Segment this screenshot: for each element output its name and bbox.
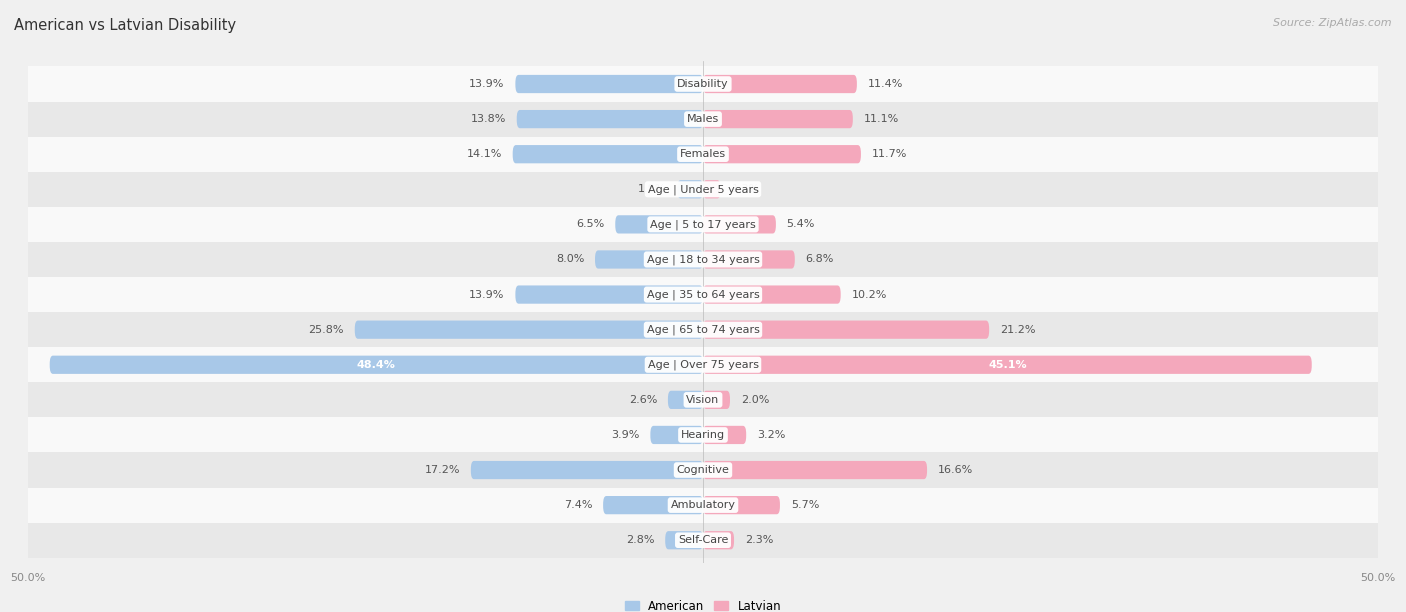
Text: 1.9%: 1.9% bbox=[638, 184, 666, 194]
FancyBboxPatch shape bbox=[516, 285, 703, 304]
FancyBboxPatch shape bbox=[616, 215, 703, 234]
Bar bbox=[28, 207, 1378, 242]
Text: Disability: Disability bbox=[678, 79, 728, 89]
Text: 11.4%: 11.4% bbox=[868, 79, 903, 89]
Text: 13.8%: 13.8% bbox=[471, 114, 506, 124]
FancyBboxPatch shape bbox=[703, 426, 747, 444]
Text: 2.6%: 2.6% bbox=[628, 395, 657, 405]
Text: 13.9%: 13.9% bbox=[470, 79, 505, 89]
Text: 6.5%: 6.5% bbox=[576, 219, 605, 230]
Text: 6.8%: 6.8% bbox=[806, 255, 834, 264]
Text: American vs Latvian Disability: American vs Latvian Disability bbox=[14, 18, 236, 34]
FancyBboxPatch shape bbox=[703, 390, 730, 409]
FancyBboxPatch shape bbox=[703, 285, 841, 304]
Text: 7.4%: 7.4% bbox=[564, 500, 592, 510]
Text: 5.7%: 5.7% bbox=[790, 500, 820, 510]
Bar bbox=[28, 242, 1378, 277]
FancyBboxPatch shape bbox=[471, 461, 703, 479]
Text: 3.2%: 3.2% bbox=[756, 430, 786, 440]
Bar bbox=[28, 277, 1378, 312]
Text: Cognitive: Cognitive bbox=[676, 465, 730, 475]
Text: 8.0%: 8.0% bbox=[555, 255, 585, 264]
Text: 11.7%: 11.7% bbox=[872, 149, 907, 159]
FancyBboxPatch shape bbox=[665, 531, 703, 550]
Bar bbox=[28, 523, 1378, 558]
Bar bbox=[28, 452, 1378, 488]
FancyBboxPatch shape bbox=[354, 321, 703, 339]
Text: Vision: Vision bbox=[686, 395, 720, 405]
Bar bbox=[28, 102, 1378, 136]
FancyBboxPatch shape bbox=[703, 461, 927, 479]
Text: 13.9%: 13.9% bbox=[470, 289, 505, 299]
Bar bbox=[28, 417, 1378, 452]
Text: 45.1%: 45.1% bbox=[988, 360, 1026, 370]
FancyBboxPatch shape bbox=[703, 215, 776, 234]
Text: Age | Under 5 years: Age | Under 5 years bbox=[648, 184, 758, 195]
FancyBboxPatch shape bbox=[513, 145, 703, 163]
FancyBboxPatch shape bbox=[668, 390, 703, 409]
Text: 2.0%: 2.0% bbox=[741, 395, 769, 405]
FancyBboxPatch shape bbox=[595, 250, 703, 269]
Text: 17.2%: 17.2% bbox=[425, 465, 460, 475]
FancyBboxPatch shape bbox=[703, 180, 720, 198]
Text: 48.4%: 48.4% bbox=[357, 360, 396, 370]
Bar bbox=[28, 172, 1378, 207]
Text: 25.8%: 25.8% bbox=[308, 325, 344, 335]
Text: 11.1%: 11.1% bbox=[863, 114, 898, 124]
Text: Age | 18 to 34 years: Age | 18 to 34 years bbox=[647, 254, 759, 265]
Text: 14.1%: 14.1% bbox=[467, 149, 502, 159]
Text: 1.3%: 1.3% bbox=[731, 184, 759, 194]
Text: 5.4%: 5.4% bbox=[787, 219, 815, 230]
Text: 3.9%: 3.9% bbox=[612, 430, 640, 440]
Text: Source: ZipAtlas.com: Source: ZipAtlas.com bbox=[1274, 18, 1392, 28]
Bar bbox=[28, 488, 1378, 523]
Bar bbox=[28, 347, 1378, 382]
FancyBboxPatch shape bbox=[703, 496, 780, 514]
FancyBboxPatch shape bbox=[703, 75, 856, 93]
FancyBboxPatch shape bbox=[49, 356, 703, 374]
Text: Age | Over 75 years: Age | Over 75 years bbox=[648, 359, 758, 370]
Bar bbox=[28, 382, 1378, 417]
Text: Age | 35 to 64 years: Age | 35 to 64 years bbox=[647, 289, 759, 300]
FancyBboxPatch shape bbox=[703, 321, 990, 339]
FancyBboxPatch shape bbox=[703, 531, 734, 550]
Text: 16.6%: 16.6% bbox=[938, 465, 973, 475]
Text: 21.2%: 21.2% bbox=[1000, 325, 1035, 335]
Text: Age | 5 to 17 years: Age | 5 to 17 years bbox=[650, 219, 756, 230]
Text: Ambulatory: Ambulatory bbox=[671, 500, 735, 510]
FancyBboxPatch shape bbox=[678, 180, 703, 198]
Text: 2.3%: 2.3% bbox=[745, 536, 773, 545]
FancyBboxPatch shape bbox=[516, 75, 703, 93]
FancyBboxPatch shape bbox=[703, 250, 794, 269]
Text: 10.2%: 10.2% bbox=[852, 289, 887, 299]
Bar bbox=[28, 67, 1378, 102]
FancyBboxPatch shape bbox=[603, 496, 703, 514]
Text: Males: Males bbox=[688, 114, 718, 124]
Bar bbox=[28, 312, 1378, 347]
Text: Hearing: Hearing bbox=[681, 430, 725, 440]
FancyBboxPatch shape bbox=[703, 356, 1312, 374]
FancyBboxPatch shape bbox=[517, 110, 703, 129]
Bar bbox=[28, 136, 1378, 172]
Text: Females: Females bbox=[681, 149, 725, 159]
FancyBboxPatch shape bbox=[703, 145, 860, 163]
Text: Self-Care: Self-Care bbox=[678, 536, 728, 545]
FancyBboxPatch shape bbox=[703, 110, 853, 129]
Legend: American, Latvian: American, Latvian bbox=[620, 595, 786, 612]
Text: Age | 65 to 74 years: Age | 65 to 74 years bbox=[647, 324, 759, 335]
Text: 2.8%: 2.8% bbox=[626, 536, 654, 545]
FancyBboxPatch shape bbox=[651, 426, 703, 444]
